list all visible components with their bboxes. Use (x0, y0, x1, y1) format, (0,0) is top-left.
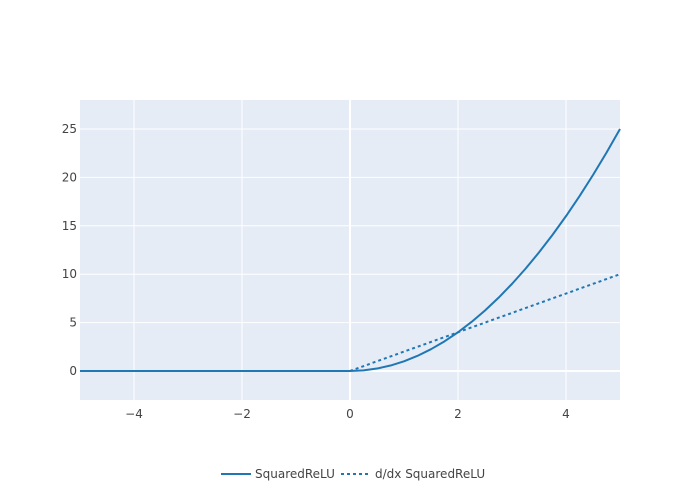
y-axis-tick-labels: 0 5 10 15 20 25 (62, 122, 77, 378)
x-axis-tick-labels: −4 −2 0 2 4 (125, 407, 570, 421)
y-tick-label: 5 (69, 316, 77, 330)
legend-label: d/dx SquaredReLU (375, 467, 485, 481)
series-group (80, 128, 621, 372)
y-tick-label: 15 (62, 219, 77, 233)
legend-label: SquaredReLU (255, 467, 335, 481)
x-tick-label: 0 (346, 407, 354, 421)
x-tick-label: 4 (562, 407, 570, 421)
y-tick-label: 25 (62, 122, 77, 136)
series-line-derivative (80, 273, 621, 372)
x-tick-label: −4 (125, 407, 143, 421)
x-tick-label: 2 (454, 407, 462, 421)
x-tick-label: −2 (233, 407, 251, 421)
legend: SquaredReLU d/dx SquaredReLU (221, 467, 485, 481)
y-tick-label: 0 (69, 364, 77, 378)
y-tick-label: 20 (62, 170, 77, 184)
y-tick-label: 10 (62, 267, 77, 281)
